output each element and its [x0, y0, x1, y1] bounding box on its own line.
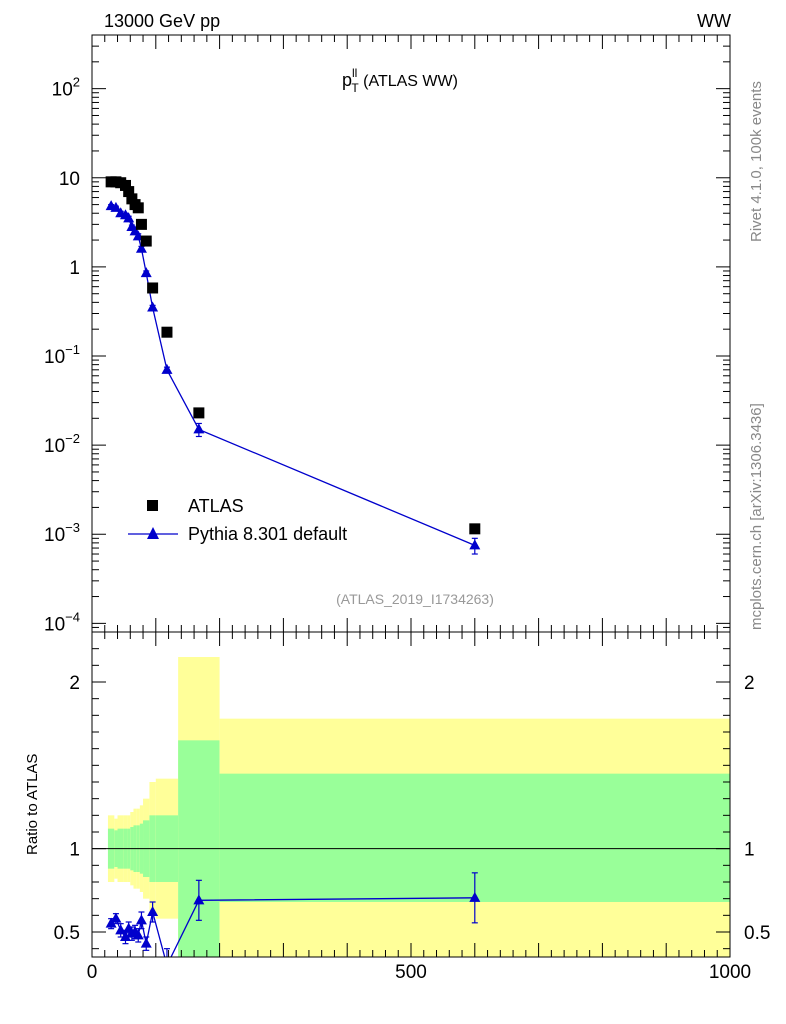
process-label: WW [697, 11, 731, 31]
legend-pythia-label: Pythia 8.301 default [188, 524, 347, 544]
ratio-y-tick-label-left: 2 [69, 673, 80, 694]
y-tick-label: 10−3 [44, 520, 80, 546]
y-tick-label-exp: −2 [65, 431, 80, 446]
energy-label: 13000 GeV pp [104, 11, 220, 31]
pythia-point [110, 201, 122, 212]
legend-atlas-marker [147, 500, 158, 511]
ratio-pythia-point [193, 894, 205, 905]
x-tick-label: 500 [395, 962, 427, 983]
y-tick-label-exp: −3 [65, 520, 80, 535]
atlas-point [193, 407, 205, 419]
source-label: mcplots.cern.ch [arXiv:1306.3436] [748, 403, 765, 630]
main-series-layer [105, 176, 481, 555]
atlas-point [469, 523, 481, 535]
ratio-y-tick-label-right: 1 [744, 840, 755, 861]
pythia-point [140, 267, 152, 278]
ratio-pythia-point [119, 931, 131, 941]
ratio-pythia-point [140, 937, 152, 948]
pythia-point [123, 212, 135, 223]
ratio-pythia-point [469, 891, 481, 902]
ratio-pythia-point [115, 924, 127, 935]
ratio-pythia-point [132, 929, 144, 940]
atlas-point [161, 326, 173, 338]
ratio-y-tick-label-left: 0.5 [54, 923, 80, 944]
ratio-ylabel: Ratio to ATLAS [24, 754, 41, 855]
pythia-point [147, 301, 159, 312]
legend: ATLAS Pythia 8.301 default [128, 496, 347, 544]
title-main: p [342, 70, 352, 90]
atlas-point [147, 282, 159, 294]
ratio-series-clipped [105, 872, 481, 969]
title-sub: T [351, 81, 359, 95]
pythia-point [161, 363, 173, 374]
y-tick-label-exp: −4 [65, 609, 80, 624]
ratio-y-tick-label-right: 0.5 [744, 923, 770, 944]
pythia-point [469, 539, 481, 550]
ratio-pythia-point [135, 914, 147, 925]
y-tick-label: 10−2 [44, 431, 80, 457]
y-tick-label-base: 10 [44, 347, 65, 368]
y-tick-label-exp: −1 [65, 342, 80, 357]
x-tick-labels: 0 500 1000 [87, 962, 751, 983]
x-tick-label: 1000 [709, 962, 751, 983]
y-tick-label: 10 [59, 169, 80, 190]
title-rest: (ATLAS WW) [359, 73, 458, 90]
y-tick-label: 10−4 [44, 609, 80, 635]
ratio-y-tick-label-left: 1 [69, 840, 80, 861]
ratio-series-layer [105, 872, 481, 969]
pythia-line [110, 205, 476, 546]
atlas-point [132, 202, 144, 214]
atlas-point [126, 193, 138, 205]
ratio-pythia-point [110, 912, 122, 923]
ratio-frame [91, 631, 731, 958]
y-tick-label-base: 10 [44, 614, 65, 635]
y-tick-label-base: 10 [44, 525, 65, 546]
y-tick-label: 1 [69, 258, 80, 279]
atlas-point [123, 186, 135, 198]
y-tick-label: 102 [52, 75, 80, 101]
ratio-y-tick-label-right: 2 [744, 673, 755, 694]
y-tick-label-base: 10 [44, 436, 65, 457]
y-tick-label: 10−1 [44, 342, 80, 368]
ratio-pythia-point [161, 959, 172, 969]
ratio-panel: 0.5 0.5 1 1 2 2 Ratio to ATLAS 0 500 1000 [24, 631, 771, 983]
pythia-point [193, 423, 205, 434]
x-tick-label: 0 [87, 962, 98, 983]
atlas-point [140, 235, 152, 247]
pythia-point [135, 242, 147, 253]
ratio-y-tick-labels: 0.5 0.5 1 1 2 2 [54, 673, 771, 944]
title-sup: ll [352, 66, 357, 80]
ratio-bands [107, 657, 730, 957]
rivet-label: Rivet 4.1.0, 100k events [748, 81, 765, 242]
y-tick-label-exp: 2 [73, 75, 80, 90]
y-tick-label-base: 10 [52, 80, 73, 101]
atlas-point [119, 179, 131, 191]
atlas-point [135, 218, 147, 230]
plot-title: pll T (ATLAS WW) [342, 66, 458, 95]
ratio-pythia-point [147, 906, 159, 916]
legend-pythia-marker [147, 527, 159, 539]
legend-atlas-label: ATLAS [188, 496, 244, 516]
analysis-tag: (ATLAS_2019_I1734263) [336, 591, 494, 607]
